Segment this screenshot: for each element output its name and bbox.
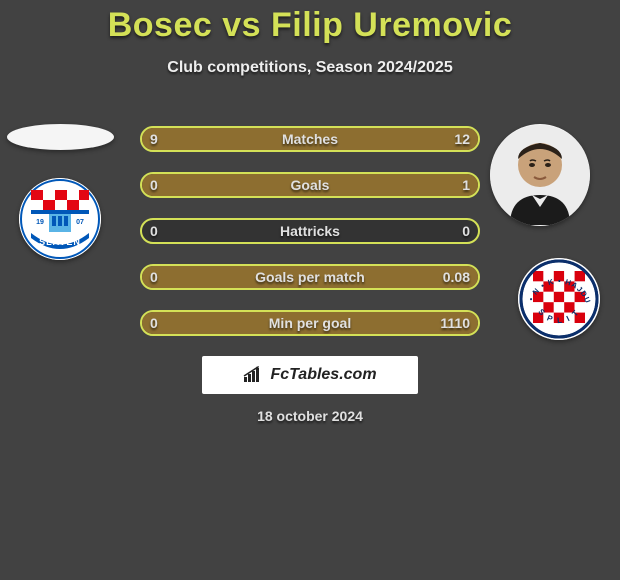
stats-section: 19 07 SLAVEN bbox=[0, 110, 620, 370]
bar-chart-icon bbox=[243, 366, 265, 384]
player-left-avatar bbox=[7, 124, 114, 150]
stat-value-left: 0 bbox=[150, 312, 158, 334]
footer-date: 18 october 2024 bbox=[0, 408, 620, 424]
stat-label: Goals per match bbox=[142, 266, 478, 288]
page-title: Bosec vs Filip Uremovic bbox=[0, 0, 620, 45]
svg-text:07: 07 bbox=[76, 219, 84, 226]
stat-value-right: 1 bbox=[462, 174, 470, 196]
stat-row: Hattricks0 0 bbox=[140, 218, 480, 244]
stat-row: Goals0 1 bbox=[140, 172, 480, 198]
stat-row: Min per goal0 1110 bbox=[140, 310, 480, 336]
stat-label: Min per goal bbox=[142, 312, 478, 334]
club-left-badge: 19 07 SLAVEN bbox=[19, 178, 101, 260]
svg-text:SLAVEN: SLAVEN bbox=[39, 237, 81, 247]
footer-brand-text: FcTables.com bbox=[270, 366, 376, 384]
svg-text:19: 19 bbox=[36, 219, 44, 226]
stat-row: Goals per match0 0.08 bbox=[140, 264, 480, 290]
stat-value-right: 12 bbox=[454, 128, 470, 150]
stat-value-right: 1110 bbox=[440, 312, 470, 334]
subtitle: Club competitions, Season 2024/2025 bbox=[0, 59, 620, 77]
stat-label: Matches bbox=[142, 128, 478, 150]
stat-value-left: 9 bbox=[150, 128, 158, 150]
player-right-avatar bbox=[490, 124, 590, 226]
stat-value-left: 0 bbox=[150, 266, 158, 288]
footer-brand-badge: FcTables.com bbox=[202, 356, 418, 394]
comparison-bars: Matches912Goals01Hattricks00Goals per ma… bbox=[140, 126, 480, 356]
stat-value-right: 0 bbox=[462, 220, 470, 242]
stat-row: Matches9 12 bbox=[140, 126, 480, 152]
stat-value-right: 0.08 bbox=[443, 266, 470, 288]
stat-value-left: 0 bbox=[150, 220, 158, 242]
stat-label: Hattricks bbox=[142, 220, 478, 242]
stat-label: Goals bbox=[142, 174, 478, 196]
club-right-badge: H • N • K • HAJDUK S P L I T bbox=[518, 258, 600, 340]
stat-value-left: 0 bbox=[150, 174, 158, 196]
